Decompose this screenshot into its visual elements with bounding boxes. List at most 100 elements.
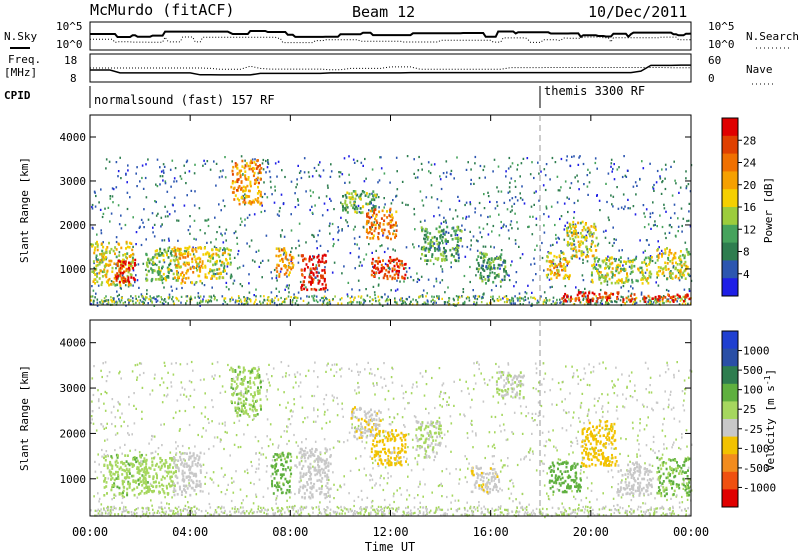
- heatmap-cell: [679, 448, 682, 451]
- heatmap-cell: [146, 292, 148, 295]
- heatmap-cell: [280, 267, 283, 271]
- heatmap-cell: [374, 484, 376, 487]
- heatmap-cell: [245, 162, 248, 165]
- heatmap-cell: [632, 301, 635, 304]
- heatmap-cell: [401, 262, 403, 265]
- heatmap-cell: [590, 245, 592, 248]
- heatmap-cell: [300, 297, 302, 300]
- heatmap-cell: [108, 277, 111, 281]
- heatmap-cell: [466, 432, 469, 435]
- heatmap-cell: [206, 251, 209, 254]
- heatmap-cell: [225, 285, 228, 289]
- heatmap-cell: [643, 258, 646, 261]
- heatmap-cell: [282, 253, 285, 256]
- heatmap-cell: [257, 172, 260, 175]
- heatmap-cell: [549, 260, 552, 264]
- nsky-panel: [89, 21, 692, 51]
- heatmap-cell: [176, 219, 178, 222]
- heatmap-cell: [365, 222, 368, 226]
- heatmap-cell: [501, 489, 503, 492]
- heatmap-cell: [258, 171, 261, 174]
- heatmap-cell: [645, 208, 648, 211]
- heatmap-cell: [438, 247, 441, 250]
- heatmap-cell: [152, 226, 154, 229]
- heatmap-cell: [445, 258, 448, 262]
- heatmap-cell: [363, 467, 366, 470]
- heatmap-cell: [165, 276, 168, 279]
- heatmap-cell: [614, 300, 616, 303]
- heatmap-cell: [148, 442, 150, 445]
- heatmap-cell: [650, 448, 652, 451]
- heatmap-cell: [450, 266, 452, 269]
- heatmap-cell: [161, 401, 164, 404]
- heatmap-cell: [572, 225, 575, 228]
- heatmap-cell: [160, 225, 162, 228]
- heatmap-cell: [122, 253, 125, 257]
- heatmap-cell: [572, 237, 575, 241]
- heatmap-cell: [617, 207, 620, 210]
- heatmap-cell: [394, 233, 397, 236]
- heatmap-cell: [341, 297, 343, 300]
- heatmap-cell: [91, 270, 94, 273]
- heatmap-cell: [165, 395, 168, 398]
- heatmap-cell: [665, 168, 667, 171]
- heatmap-cell: [479, 164, 482, 168]
- heatmap-cell: [525, 292, 528, 295]
- heatmap-cell: [582, 291, 584, 294]
- heatmap-cell: [681, 273, 684, 276]
- heatmap-cell: [626, 169, 629, 172]
- heatmap-cell: [647, 300, 649, 303]
- heatmap-cell: [162, 277, 165, 281]
- heatmap-cell: [224, 176, 227, 179]
- heatmap-cell: [210, 295, 212, 298]
- heatmap-cell: [657, 299, 660, 303]
- heatmap-cell: [549, 286, 552, 289]
- heatmap-cell: [92, 260, 95, 263]
- heatmap-cell: [98, 500, 100, 503]
- heatmap-cell: [380, 269, 383, 273]
- heatmap-cell: [508, 274, 510, 277]
- heatmap-cell: [305, 190, 307, 193]
- heatmap-cell: [308, 259, 311, 263]
- heatmap-cell: [367, 215, 370, 219]
- heatmap-cell: [274, 162, 277, 165]
- heatmap-cell: [172, 483, 174, 486]
- heatmap-cell: [286, 430, 288, 433]
- heatmap-cell: [208, 254, 211, 258]
- heatmap-cell: [525, 455, 527, 458]
- heatmap-cell: [125, 255, 128, 259]
- heatmap-cell: [685, 248, 688, 251]
- heatmap-cell: [215, 248, 218, 251]
- heatmap-cell: [500, 253, 503, 256]
- heatmap-cell: [237, 295, 240, 298]
- heatmap-cell: [253, 201, 256, 204]
- heatmap-cell: [387, 259, 390, 263]
- heatmap-cell: [209, 256, 212, 260]
- heatmap-cell: [122, 302, 125, 305]
- heatmap-cell: [494, 446, 496, 450]
- heatmap-cell: [218, 176, 221, 179]
- heatmap-cell: [374, 217, 376, 221]
- heatmap-cell: [452, 217, 454, 220]
- heatmap-cell: [283, 251, 286, 254]
- heatmap-cell: [667, 299, 670, 303]
- heatmap-cell: [161, 265, 164, 269]
- heatmap-cell: [363, 299, 366, 302]
- heatmap-cell: [374, 227, 377, 230]
- heatmap-cell: [422, 468, 425, 471]
- heatmap-cell: [678, 258, 681, 261]
- heatmap-cell: [377, 196, 380, 199]
- heatmap-cell: [254, 300, 256, 303]
- colorbar-swatch: [722, 224, 738, 244]
- heatmap-cell: [387, 230, 390, 233]
- heatmap-cell: [409, 300, 412, 303]
- heatmap-cell: [531, 302, 533, 305]
- heatmap-cell: [323, 413, 326, 416]
- heatmap-cell: [631, 396, 634, 399]
- heatmap-cell: [486, 302, 488, 305]
- heatmap-cell: [566, 155, 568, 158]
- heatmap-cell: [218, 255, 221, 259]
- heatmap-cell: [377, 237, 380, 241]
- heatmap-cell: [663, 417, 665, 420]
- heatmap-cell: [616, 186, 618, 189]
